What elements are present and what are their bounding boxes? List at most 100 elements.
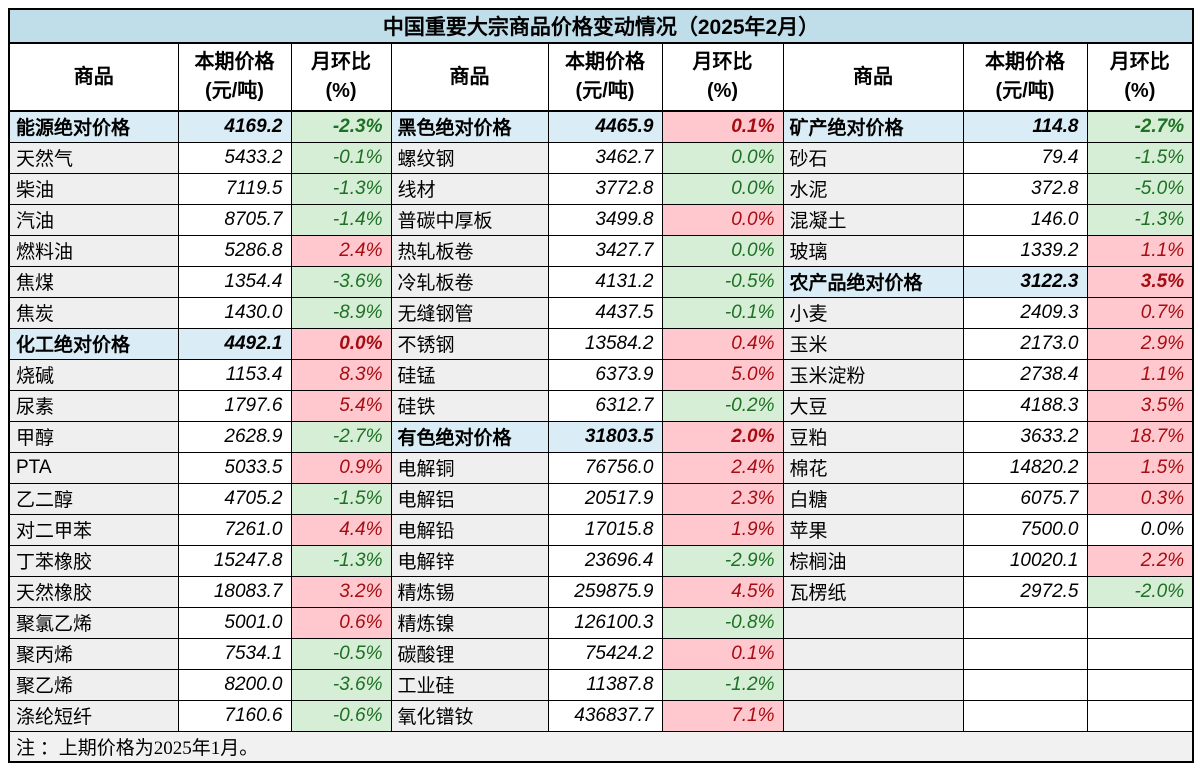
commodity-name-cell: 热轧板卷 [390,234,549,267]
header-price-3: 本期价格 (元/吨) [962,42,1088,112]
header-commodity-1: 商品 [8,42,179,112]
price-cell: 2972.5 [962,575,1088,608]
commodity-name-cell: 焦煤 [8,265,179,298]
price-cell: 259875.9 [547,575,663,608]
commodity-name-cell: 电解铝 [390,482,549,515]
commodity-price-table: 中国重要大宗商品价格变动情况（2025年2月） 商品 本期价格 (元/吨) 月环比… [8,8,1195,763]
mom-change-cell: 0.3% [1086,482,1194,515]
commodity-name-cell: PTA [8,451,179,484]
price-cell: 1153.4 [177,358,292,391]
price-cell: 126100.3 [547,606,663,639]
title-row: 中国重要大宗商品价格变动情况（2025年2月） [8,8,1194,44]
price-cell [962,668,1088,701]
mom-change-cell: 0.0% [290,327,392,360]
price-cell: 8705.7 [177,203,292,236]
table-row: 化工绝对价格 4492.1 0.0% 不锈钢 13584.2 0.4% 玉米 2173.0 2.… [8,327,1194,360]
commodity-name-cell: 焦炭 [8,296,179,329]
commodity-name-cell: 电解铜 [390,451,549,484]
table-row: 柴油 7119.5 -1.3% 线材 3772.8 0.0% 水泥 372.8 -5.0% [8,172,1194,205]
mom-change-cell: -1.5% [1086,141,1194,174]
commodity-name-cell: 白糖 [782,482,964,515]
commodity-name-cell: 大豆 [782,389,964,422]
mom-change-cell: 2.3% [661,482,784,515]
commodity-name-cell: 精炼镍 [390,606,549,639]
commodity-name-cell: 丁苯橡胶 [8,544,179,577]
mom-change-cell [1086,606,1194,639]
price-cell: 79.4 [962,141,1088,174]
price-cell: 4188.3 [962,389,1088,422]
mom-change-cell: 0.0% [661,234,784,267]
price-cell: 3122.3 [962,265,1088,298]
price-cell: 1339.2 [962,234,1088,267]
mom-change-cell: -5.0% [1086,172,1194,205]
price-cell: 3633.2 [962,420,1088,453]
commodity-name-cell: 硅锰 [390,358,549,391]
header-price-line1: 本期价格 [985,51,1065,73]
price-cell: 436837.7 [547,699,663,732]
commodity-name-cell: 棉花 [782,451,964,484]
price-cell: 4492.1 [177,327,292,360]
header-commodity-3: 商品 [782,42,964,112]
commodity-name-cell: 小麦 [782,296,964,329]
price-cell: 8200.0 [177,668,292,701]
mom-change-cell: 2.0% [661,420,784,453]
table-row: 聚氯乙烯 5001.0 0.6% 精炼镍 126100.3 -0.8% [8,606,1194,639]
commodity-name-cell: 尿素 [8,389,179,422]
mom-change-cell: -0.1% [661,296,784,329]
mom-change-cell: 0.1% [661,637,784,670]
mom-change-cell: -1.3% [1086,203,1194,236]
price-cell: 7500.0 [962,513,1088,546]
mom-change-cell [1086,668,1194,701]
mom-change-cell: 2.2% [1086,544,1194,577]
mom-change-cell: -0.1% [290,141,392,174]
table-row: 燃料油 5286.8 2.4% 热轧板卷 3427.7 0.0% 玻璃 1339.2 1.1% [8,234,1194,267]
table-row: 烧碱 1153.4 8.3% 硅锰 6373.9 5.0% 玉米淀粉 2738.4 1.1% [8,358,1194,391]
price-cell: 2628.9 [177,420,292,453]
price-cell: 3427.7 [547,234,663,267]
price-cell: 3462.7 [547,141,663,174]
price-cell: 4705.2 [177,482,292,515]
price-cell: 6075.7 [962,482,1088,515]
header-mom-1: 月环比 (%) [290,42,392,112]
mom-change-cell: 0.0% [661,172,784,205]
mom-change-cell: -0.5% [290,637,392,670]
mom-change-cell: -1.5% [290,482,392,515]
mom-change-cell: -8.9% [290,296,392,329]
commodity-name-cell [782,668,964,701]
price-cell: 3772.8 [547,172,663,205]
commodity-name-cell: 玻璃 [782,234,964,267]
header-price-line2: (元/吨) [205,80,264,102]
price-cell [962,606,1088,639]
header-mom-line2: (%) [325,80,357,102]
table-note: 注 ：上期价格为2025年1月。 [8,730,1194,762]
commodity-name-cell: 无缝钢管 [390,296,549,329]
mom-change-cell: 0.0% [661,141,784,174]
header-price-2: 本期价格 (元/吨) [547,42,663,112]
header-mom-line2: (%) [1124,80,1156,102]
price-cell: 20517.9 [547,482,663,515]
header-price-line1: 本期价格 [565,51,645,73]
mom-change-cell: 0.0% [1086,513,1194,546]
commodity-name-cell: 硅铁 [390,389,549,422]
price-cell [962,637,1088,670]
price-cell: 372.8 [962,172,1088,205]
price-cell: 6312.7 [547,389,663,422]
mom-change-cell: 2.4% [661,451,784,484]
price-cell: 18083.7 [177,575,292,608]
mom-change-cell: 7.1% [661,699,784,732]
commodity-name-cell: 烧碱 [8,358,179,391]
price-cell: 5286.8 [177,234,292,267]
commodity-name-cell: 氧化镨钕 [390,699,549,732]
header-price-line2: (元/吨) [995,80,1055,102]
header-price-line2: (元/吨) [575,80,635,102]
commodity-name-cell: 汽油 [8,203,179,236]
mom-change-cell: 1.1% [1086,234,1194,267]
header-mom-line1: 月环比 [311,51,371,73]
mom-change-cell: 5.4% [290,389,392,422]
mom-change-cell: -3.6% [290,668,392,701]
price-cell: 5433.2 [177,141,292,174]
mom-change-cell: -1.3% [290,544,392,577]
mom-change-cell: -0.6% [290,699,392,732]
commodity-name-cell [782,606,964,639]
table-row: 对二甲苯 7261.0 4.4% 电解铅 17015.8 1.9% 苹果 7500.0 0.0% [8,513,1194,546]
